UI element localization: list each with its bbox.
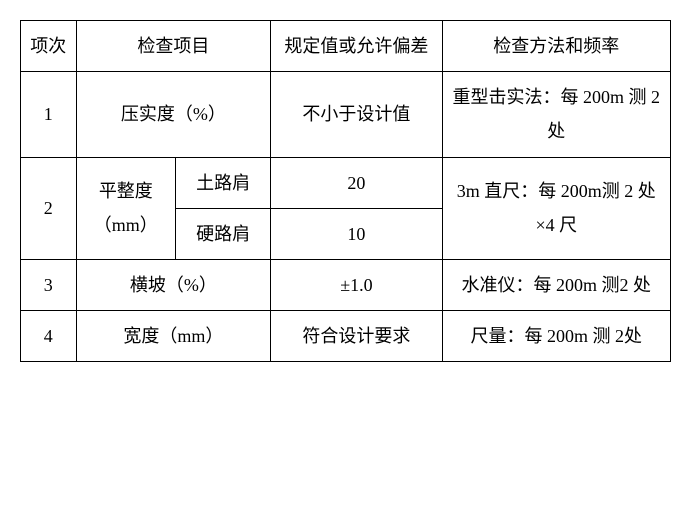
- row-item-sub: 硬路肩: [176, 208, 271, 259]
- header-method: 检查方法和频率: [442, 21, 670, 72]
- table-row: 3 横坡（%） ±1.0 水准仪：每 200m 测2 处: [21, 259, 671, 310]
- row-spec: ±1.0: [271, 259, 442, 310]
- row-spec: 20: [271, 157, 442, 208]
- row-item: 宽度（mm）: [76, 311, 271, 362]
- row-index: 3: [21, 259, 77, 310]
- header-spec: 规定值或允许偏差: [271, 21, 442, 72]
- row-spec: 不小于设计值: [271, 72, 442, 157]
- header-index: 项次: [21, 21, 77, 72]
- table-row: 1 压实度（%） 不小于设计值 重型击实法：每 200m 测 2 处: [21, 72, 671, 157]
- row-spec: 符合设计要求: [271, 311, 442, 362]
- table-row: 4 宽度（mm） 符合设计要求 尺量：每 200m 测 2处: [21, 311, 671, 362]
- row-method: 3m 直尺：每 200m测 2 处×4 尺: [442, 157, 670, 259]
- row-method: 尺量：每 200m 测 2处: [442, 311, 670, 362]
- header-item: 检查项目: [76, 21, 271, 72]
- row-item-sub: 土路肩: [176, 157, 271, 208]
- row-index: 1: [21, 72, 77, 157]
- row-item: 横坡（%）: [76, 259, 271, 310]
- row-item: 压实度（%）: [76, 72, 271, 157]
- row-index: 4: [21, 311, 77, 362]
- row-index: 2: [21, 157, 77, 259]
- row-method: 重型击实法：每 200m 测 2 处: [442, 72, 670, 157]
- table-row: 2 平整度（mm） 土路肩 20 3m 直尺：每 200m测 2 处×4 尺: [21, 157, 671, 208]
- table-header-row: 项次 检查项目 规定值或允许偏差 检查方法和频率: [21, 21, 671, 72]
- row-spec: 10: [271, 208, 442, 259]
- row-method: 水准仪：每 200m 测2 处: [442, 259, 670, 310]
- row-item-main: 平整度（mm）: [76, 157, 176, 259]
- inspection-table: 项次 检查项目 规定值或允许偏差 检查方法和频率 1 压实度（%） 不小于设计值…: [20, 20, 671, 362]
